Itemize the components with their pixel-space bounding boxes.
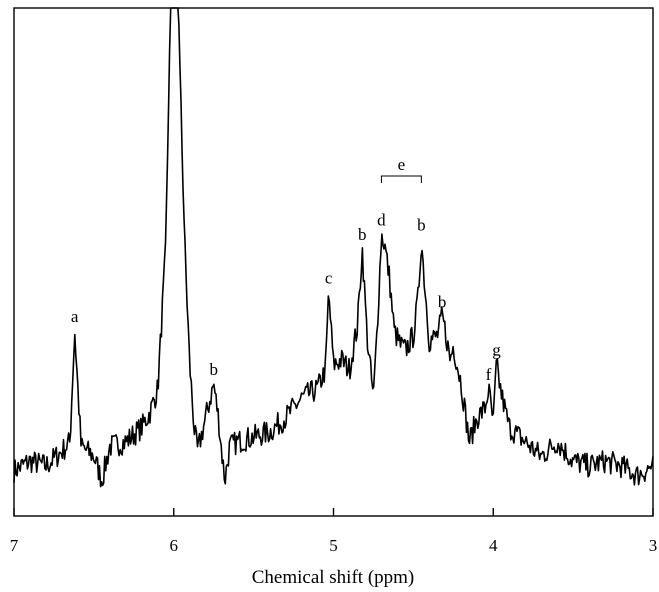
peak-label-b: b xyxy=(438,292,447,311)
peak-label-a: a xyxy=(71,307,79,326)
peak-label-f: f xyxy=(486,365,492,384)
x-axis-tick-labels: 7 6 5 4 3 xyxy=(10,536,658,555)
x-tick-label: 7 xyxy=(10,536,19,555)
peak-label-b: b xyxy=(358,225,367,244)
x-tick-label: 6 xyxy=(170,536,179,555)
x-tick-label: 5 xyxy=(329,536,338,555)
peak-label-b: b xyxy=(417,215,426,234)
peak-label-d: d xyxy=(377,211,386,230)
peak-label-c: c xyxy=(325,268,333,287)
x-axis-ticks xyxy=(13,508,654,516)
peak-label-g: g xyxy=(492,341,501,360)
bracket-e: e xyxy=(380,155,422,183)
x-tick-label: 4 xyxy=(489,536,498,555)
peak-label-b: b xyxy=(209,360,218,379)
plot-frame xyxy=(13,7,654,517)
spectrum-line xyxy=(13,7,654,488)
x-axis-title: Chemical shift (ppm) xyxy=(252,567,415,588)
bracket-line xyxy=(380,175,422,183)
x-tick-label: 3 xyxy=(649,536,658,555)
bracket-label-e: e xyxy=(398,155,406,174)
